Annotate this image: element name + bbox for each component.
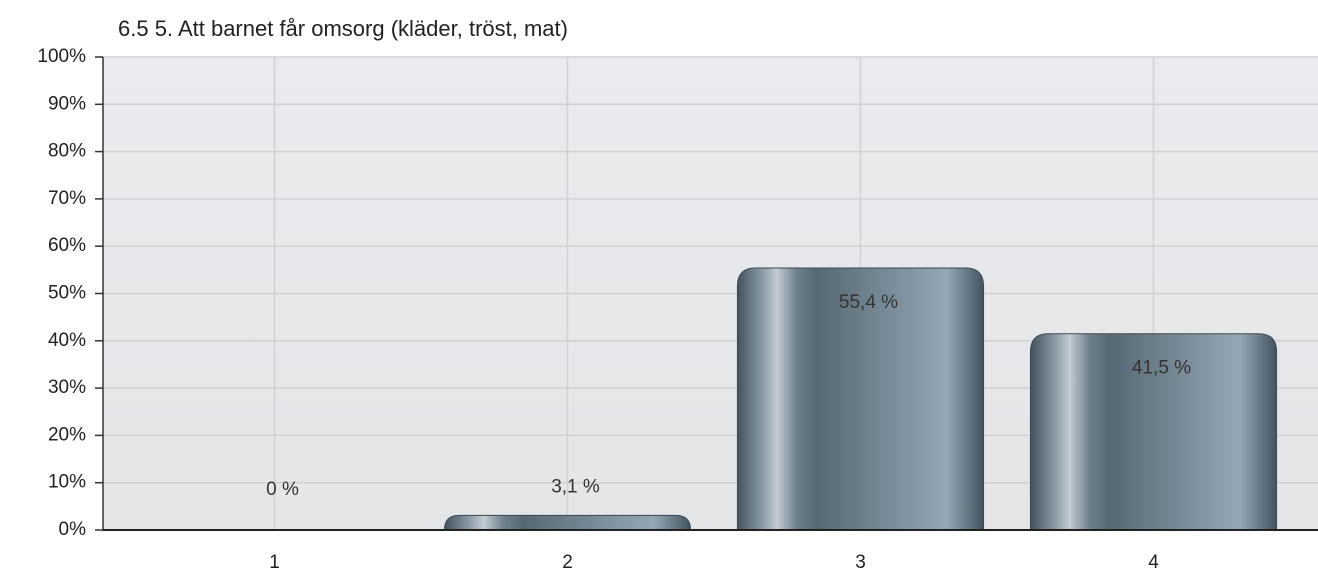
chart-title: 6.5 5. Att barnet får omsorg (kläder, tr… — [118, 16, 568, 41]
x-tick-label: 2 — [562, 552, 573, 573]
y-tick-label: 20% — [48, 424, 86, 445]
bar — [736, 267, 985, 531]
y-tick-label: 40% — [48, 330, 86, 351]
y-tick-label: 90% — [48, 93, 86, 114]
value-label: 41,5 % — [1132, 358, 1191, 379]
y-tick-label: 80% — [48, 141, 86, 162]
value-label: 0 % — [266, 479, 299, 500]
value-label: 3,1 % — [551, 476, 600, 497]
y-tick-label: 70% — [48, 188, 86, 209]
x-tick-label: 3 — [855, 552, 866, 573]
y-tick-label: 60% — [48, 235, 86, 256]
y-tick-label: 30% — [48, 377, 86, 398]
y-tick-label: 100% — [37, 46, 86, 67]
value-label: 55,4 % — [839, 292, 898, 313]
y-tick-label: 0% — [59, 519, 87, 540]
x-tick-label: 4 — [1148, 552, 1159, 573]
y-tick-label: 50% — [48, 283, 86, 304]
y-tick-label: 10% — [48, 472, 86, 493]
bar — [1029, 333, 1278, 531]
bar — [443, 514, 692, 531]
x-tick-label: 1 — [269, 552, 280, 573]
